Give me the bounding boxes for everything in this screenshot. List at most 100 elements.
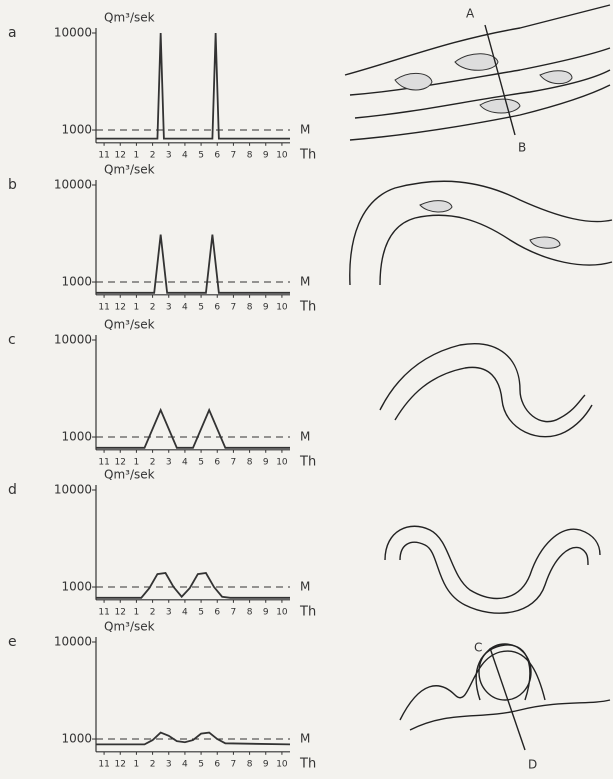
x-tick-label: 8: [247, 150, 253, 160]
x-tick-label: 5: [198, 150, 204, 160]
reference-label: M: [300, 580, 310, 594]
x-tick-label: 7: [231, 607, 237, 617]
hydrograph-line: [96, 33, 290, 139]
x-tick-label: 4: [182, 150, 188, 160]
x-tick-label: 5: [198, 607, 204, 617]
y-tick-label: 10000: [54, 177, 92, 191]
x-tick-label: 1: [134, 607, 140, 617]
x-tick-label: 9: [263, 302, 269, 312]
x-tick-label: 8: [247, 457, 253, 467]
x-tick-label: 10: [276, 759, 288, 769]
x-tick-label: 11: [98, 457, 109, 467]
y-axis-label: Qm³/sek: [104, 620, 155, 634]
x-tick-label: 3: [166, 759, 172, 769]
x-tick-label: 11: [98, 607, 109, 617]
y-axis-label: Qm³/sek: [104, 318, 155, 332]
x-tick-label: 12: [115, 302, 126, 312]
y-tick-label: 10000: [54, 332, 92, 346]
x-tick-label: 10: [276, 302, 288, 312]
x-tick-label: 6: [214, 607, 220, 617]
reference-label: M: [300, 732, 310, 746]
x-tick-label: 12: [115, 759, 126, 769]
x-axis-label: Th: [299, 147, 316, 162]
x-tick-label: 10: [276, 607, 288, 617]
sketch-braided: A B: [345, 5, 610, 155]
x-tick-label: 2: [150, 759, 156, 769]
x-tick-label: 6: [214, 150, 220, 160]
panel-letter: a: [8, 25, 17, 41]
x-tick-label: 1: [134, 150, 140, 160]
figure: A B C D aQm³/sek100010000111212345678910…: [0, 0, 613, 775]
y-tick-label: 1000: [61, 430, 92, 444]
y-tick-label: 10000: [54, 482, 92, 496]
x-tick-label: 12: [115, 457, 126, 467]
x-axis-label: Th: [299, 454, 316, 469]
x-tick-label: 7: [231, 150, 237, 160]
reference-label: M: [300, 430, 310, 444]
panel-letter: d: [8, 482, 17, 498]
y-axis-label: Qm³/sek: [104, 11, 155, 25]
y-axis-label: Qm³/sek: [104, 163, 155, 177]
x-tick-label: 2: [150, 457, 156, 467]
x-tick-label: 5: [198, 302, 204, 312]
x-tick-label: 8: [247, 302, 253, 312]
x-tick-label: 4: [182, 457, 188, 467]
x-axis-label: Th: [299, 604, 316, 619]
x-tick-label: 9: [263, 457, 269, 467]
x-tick-label: 5: [198, 759, 204, 769]
x-tick-label: 3: [166, 607, 172, 617]
x-tick-label: 11: [98, 150, 109, 160]
x-tick-label: 4: [182, 607, 188, 617]
x-tick-label: 6: [214, 302, 220, 312]
hydrograph-line: [96, 235, 290, 293]
x-tick-label: 1: [134, 759, 140, 769]
x-tick-label: 7: [231, 759, 237, 769]
reference-label: M: [300, 275, 310, 289]
sketch-channel: [350, 181, 612, 285]
x-tick-label: 9: [263, 759, 269, 769]
x-tick-label: 3: [166, 150, 172, 160]
x-tick-label: 4: [182, 302, 188, 312]
sketch-label: D: [528, 758, 537, 772]
x-tick-label: 1: [134, 457, 140, 467]
y-tick-label: 10000: [54, 634, 92, 648]
x-tick-label: 8: [247, 759, 253, 769]
x-tick-label: 8: [247, 607, 253, 617]
x-tick-label: 3: [166, 302, 172, 312]
x-tick-label: 10: [276, 150, 288, 160]
sketch-meander: [380, 344, 592, 437]
sketch-meander-clean: [385, 526, 600, 613]
y-tick-label: 1000: [61, 123, 92, 137]
sketch-label: B: [518, 141, 526, 155]
sketch-oxbow: C D: [400, 641, 610, 772]
panel-letter: b: [8, 177, 17, 193]
reference-label: M: [300, 123, 310, 137]
x-axis-label: Th: [299, 756, 316, 771]
y-tick-label: 1000: [61, 275, 92, 289]
y-axis-label: Qm³/sek: [104, 468, 155, 482]
y-tick-label: 1000: [61, 580, 92, 594]
x-tick-label: 10: [276, 457, 288, 467]
panel-letter: c: [8, 332, 16, 348]
x-tick-label: 2: [150, 607, 156, 617]
sketch-label: A: [466, 7, 475, 21]
sketch-label: C: [474, 641, 482, 655]
x-tick-label: 11: [98, 302, 109, 312]
y-tick-label: 10000: [54, 25, 92, 39]
x-tick-label: 1: [134, 302, 140, 312]
x-tick-label: 7: [231, 457, 237, 467]
panel-letter: e: [8, 634, 17, 650]
hydrograph-line: [96, 410, 290, 448]
x-tick-label: 4: [182, 759, 188, 769]
x-tick-label: 12: [115, 607, 126, 617]
x-tick-label: 2: [150, 302, 156, 312]
x-tick-label: 6: [214, 457, 220, 467]
x-tick-label: 9: [263, 607, 269, 617]
x-tick-label: 7: [231, 302, 237, 312]
x-tick-label: 9: [263, 150, 269, 160]
x-tick-label: 3: [166, 457, 172, 467]
x-tick-label: 2: [150, 150, 156, 160]
x-tick-label: 5: [198, 457, 204, 467]
x-tick-label: 6: [214, 759, 220, 769]
x-tick-label: 11: [98, 759, 109, 769]
